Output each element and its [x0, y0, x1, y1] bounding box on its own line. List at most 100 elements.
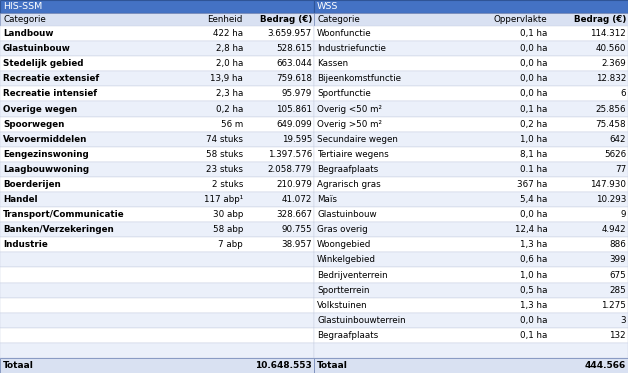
Text: Landbouw: Landbouw: [3, 29, 53, 38]
Bar: [314, 177, 628, 192]
Text: Oppervlakte: Oppervlakte: [494, 15, 548, 24]
Text: 19.595: 19.595: [281, 135, 312, 144]
Text: 0,0 ha: 0,0 ha: [520, 74, 548, 83]
Text: 1,0 ha: 1,0 ha: [520, 270, 548, 279]
Text: 5,4 ha: 5,4 ha: [520, 195, 548, 204]
Text: 132: 132: [609, 331, 626, 340]
Text: Spoorwegen: Spoorwegen: [3, 120, 65, 129]
Text: 95.979: 95.979: [281, 90, 312, 98]
Bar: [314, 0, 628, 13]
Text: 6: 6: [620, 90, 626, 98]
Text: 642: 642: [610, 135, 626, 144]
Text: Volkstuinen: Volkstuinen: [317, 301, 367, 310]
Bar: [0, 253, 314, 267]
Text: 675: 675: [609, 270, 626, 279]
Text: Eenheid: Eenheid: [207, 15, 243, 24]
Bar: [314, 132, 628, 147]
Bar: [314, 13, 628, 26]
Bar: [0, 56, 314, 71]
Bar: [0, 237, 314, 253]
Text: 2.058.779: 2.058.779: [268, 165, 312, 174]
Text: Sportfunctie: Sportfunctie: [317, 90, 371, 98]
Bar: [314, 26, 628, 41]
Bar: [0, 13, 314, 26]
Bar: [0, 207, 314, 222]
Bar: [314, 222, 628, 237]
Text: Bedrijventerrein: Bedrijventerrein: [317, 270, 387, 279]
Text: Woonfunctie: Woonfunctie: [317, 29, 372, 38]
Text: Stedelijk gebied: Stedelijk gebied: [3, 59, 84, 68]
Text: 444.566: 444.566: [585, 361, 626, 370]
Text: 147.930: 147.930: [590, 180, 626, 189]
Bar: [314, 358, 628, 373]
Text: 2,0 ha: 2,0 ha: [215, 59, 243, 68]
Text: Gras overig: Gras overig: [317, 225, 368, 234]
Text: 58 stuks: 58 stuks: [206, 150, 243, 159]
Bar: [0, 222, 314, 237]
Bar: [314, 267, 628, 282]
Text: Recreatie extensief: Recreatie extensief: [3, 74, 99, 83]
Text: 41.072: 41.072: [281, 195, 312, 204]
Text: 328.667: 328.667: [276, 210, 312, 219]
Bar: [314, 207, 628, 222]
Bar: [314, 101, 628, 116]
Bar: [0, 0, 314, 13]
Text: 2,3 ha: 2,3 ha: [215, 90, 243, 98]
Text: Totaal: Totaal: [317, 361, 348, 370]
Text: 422 ha: 422 ha: [213, 29, 243, 38]
Text: 0,0 ha: 0,0 ha: [520, 59, 548, 68]
Bar: [314, 71, 628, 87]
Text: 77: 77: [615, 165, 626, 174]
Text: Transport/Communicatie: Transport/Communicatie: [3, 210, 124, 219]
Bar: [314, 313, 628, 328]
Bar: [314, 116, 628, 132]
Text: 7 abp: 7 abp: [218, 240, 243, 249]
Text: 0,0 ha: 0,0 ha: [520, 44, 548, 53]
Text: 663.044: 663.044: [276, 59, 312, 68]
Text: Recreatie intensief: Recreatie intensief: [3, 90, 97, 98]
Text: 40.560: 40.560: [595, 44, 626, 53]
Bar: [0, 328, 314, 343]
Text: 2 stuks: 2 stuks: [212, 180, 243, 189]
Text: 12,4 ha: 12,4 ha: [515, 225, 548, 234]
Text: 58 abp: 58 abp: [212, 225, 243, 234]
Text: 0,2 ha: 0,2 ha: [520, 120, 548, 129]
Text: 38.957: 38.957: [281, 240, 312, 249]
Text: Agrarisch gras: Agrarisch gras: [317, 180, 381, 189]
Bar: [0, 101, 314, 116]
Text: 75.458: 75.458: [595, 120, 626, 129]
Text: Handel: Handel: [3, 195, 38, 204]
Text: 367 ha: 367 ha: [517, 180, 548, 189]
Bar: [0, 343, 314, 358]
Bar: [0, 267, 314, 282]
Text: 0,6 ha: 0,6 ha: [520, 256, 548, 264]
Bar: [0, 358, 314, 373]
Text: Maïs: Maïs: [317, 195, 337, 204]
Text: 0,0 ha: 0,0 ha: [520, 90, 548, 98]
Bar: [0, 162, 314, 177]
Bar: [0, 116, 314, 132]
Text: 1,3 ha: 1,3 ha: [520, 301, 548, 310]
Text: Vervoermiddelen: Vervoermiddelen: [3, 135, 87, 144]
Text: Totaal: Totaal: [3, 361, 34, 370]
Text: 117 abp¹: 117 abp¹: [203, 195, 243, 204]
Text: 399: 399: [609, 256, 626, 264]
Bar: [0, 147, 314, 162]
Text: 528.615: 528.615: [276, 44, 312, 53]
Text: Winkelgebied: Winkelgebied: [317, 256, 376, 264]
Text: 114.312: 114.312: [590, 29, 626, 38]
Bar: [314, 343, 628, 358]
Text: 5626: 5626: [604, 150, 626, 159]
Text: WSS: WSS: [317, 2, 338, 11]
Text: Categorie: Categorie: [317, 15, 360, 24]
Text: 886: 886: [609, 240, 626, 249]
Text: 90.755: 90.755: [281, 225, 312, 234]
Bar: [314, 298, 628, 313]
Text: Overig <50 m²: Overig <50 m²: [317, 104, 382, 113]
Text: Bijeenkomstfunctie: Bijeenkomstfunctie: [317, 74, 401, 83]
Bar: [314, 192, 628, 207]
Text: Bedrag (€): Bedrag (€): [259, 15, 312, 24]
Text: 10.293: 10.293: [595, 195, 626, 204]
Bar: [0, 177, 314, 192]
Text: 23 stuks: 23 stuks: [206, 165, 243, 174]
